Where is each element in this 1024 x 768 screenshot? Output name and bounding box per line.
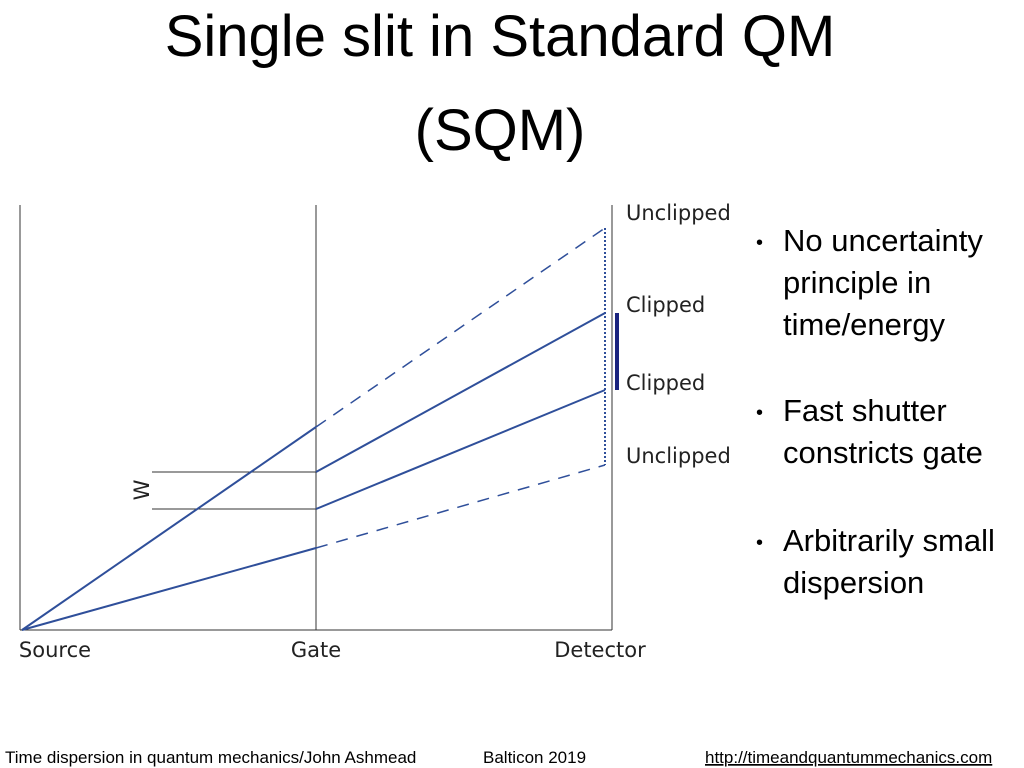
ray: [315, 389, 606, 510]
dashed-ray: [315, 227, 606, 428]
title-line: Single slit in Standard QM: [165, 4, 836, 69]
range-label: Clipped: [626, 371, 705, 395]
bullet-text: Arbitrarily small: [783, 523, 995, 558]
bullet-text: dispersion: [783, 565, 924, 600]
title-line: (SQM): [415, 98, 586, 163]
bullet-marker: •: [756, 532, 763, 554]
ray: [315, 312, 606, 473]
bullet-text: principle in: [783, 265, 931, 300]
axis-label: Gate: [291, 638, 341, 662]
bullet-marker: •: [756, 232, 763, 254]
bullet-list: • No uncertainty principle in time/energy • F…: [756, 223, 995, 600]
ray: [21, 426, 317, 631]
bullet-text: time/energy: [783, 307, 945, 342]
ray: [21, 547, 317, 631]
footer-link[interactable]: http://timeandquantummechanics.com: [705, 748, 992, 767]
footer-text: Balticon 2019: [483, 748, 586, 767]
width-label: W: [130, 479, 154, 500]
bullet-text: constricts gate: [783, 435, 983, 470]
range-label: Unclipped: [626, 444, 731, 468]
axis-label: Source: [19, 638, 91, 662]
bullet-text: No uncertainty: [783, 223, 983, 258]
diagram: W Unclipped Clipped Clipped Unclipped So…: [19, 201, 731, 662]
range-label: Clipped: [626, 293, 705, 317]
footer-text: Time dispersion in quantum mechanics/Joh…: [5, 748, 416, 767]
axis-label: Detector: [554, 638, 646, 662]
range-label: Unclipped: [626, 201, 731, 225]
bullet-text: Fast shutter: [783, 393, 947, 428]
bullet-marker: •: [756, 402, 763, 424]
dashed-ray: [315, 464, 606, 549]
